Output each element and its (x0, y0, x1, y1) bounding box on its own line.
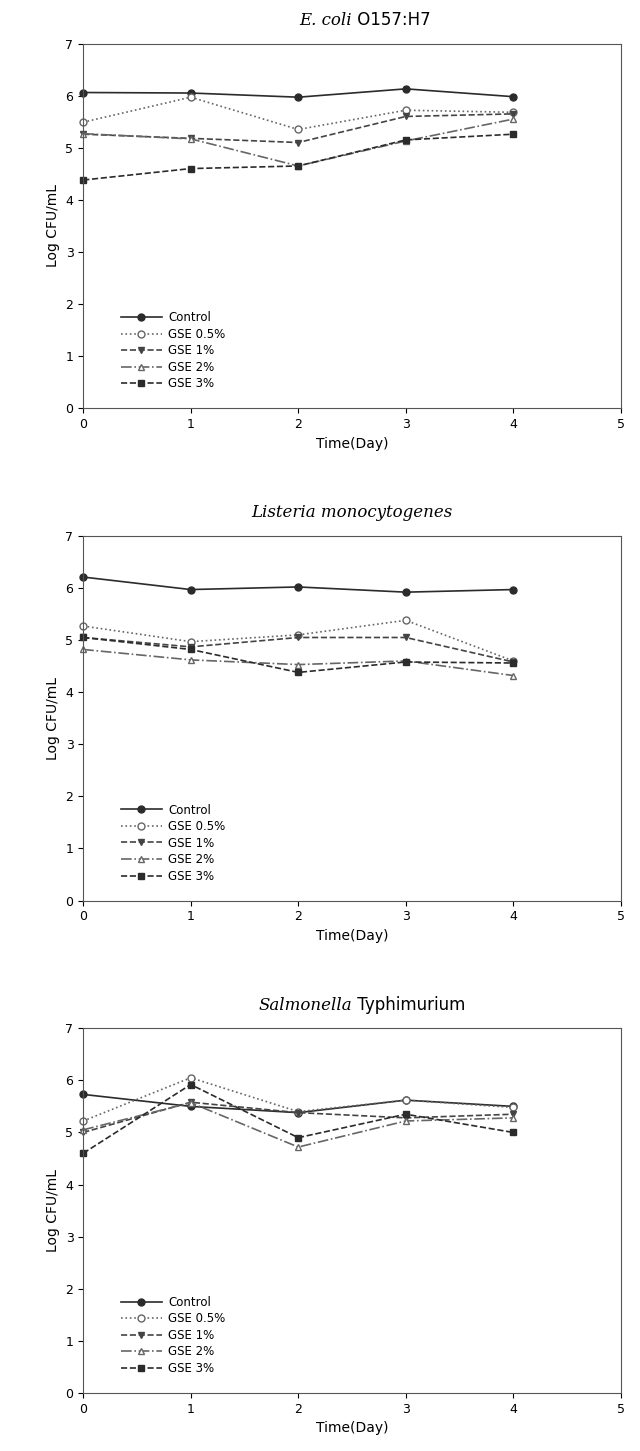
X-axis label: Time(Day): Time(Day) (316, 1421, 388, 1435)
Legend: Control, GSE 0.5%, GSE 1%, GSE 2%, GSE 3%: Control, GSE 0.5%, GSE 1%, GSE 2%, GSE 3… (116, 1291, 230, 1380)
Y-axis label: Log CFU/mL: Log CFU/mL (46, 1170, 60, 1252)
Text: O157:H7: O157:H7 (352, 12, 431, 29)
Legend: Control, GSE 0.5%, GSE 1%, GSE 2%, GSE 3%: Control, GSE 0.5%, GSE 1%, GSE 2%, GSE 3… (116, 800, 230, 888)
Text: Typhimurium: Typhimurium (352, 995, 465, 1014)
Legend: Control, GSE 0.5%, GSE 1%, GSE 2%, GSE 3%: Control, GSE 0.5%, GSE 1%, GSE 2%, GSE 3… (116, 306, 230, 395)
X-axis label: Time(Day): Time(Day) (316, 437, 388, 450)
Text: Listeria monocytogenes: Listeria monocytogenes (252, 505, 452, 521)
Text: Salmonella: Salmonella (259, 997, 352, 1014)
Y-axis label: Log CFU/mL: Log CFU/mL (46, 676, 60, 760)
Text: E. coli: E. coli (300, 12, 352, 29)
X-axis label: Time(Day): Time(Day) (316, 929, 388, 943)
Y-axis label: Log CFU/mL: Log CFU/mL (46, 184, 60, 267)
